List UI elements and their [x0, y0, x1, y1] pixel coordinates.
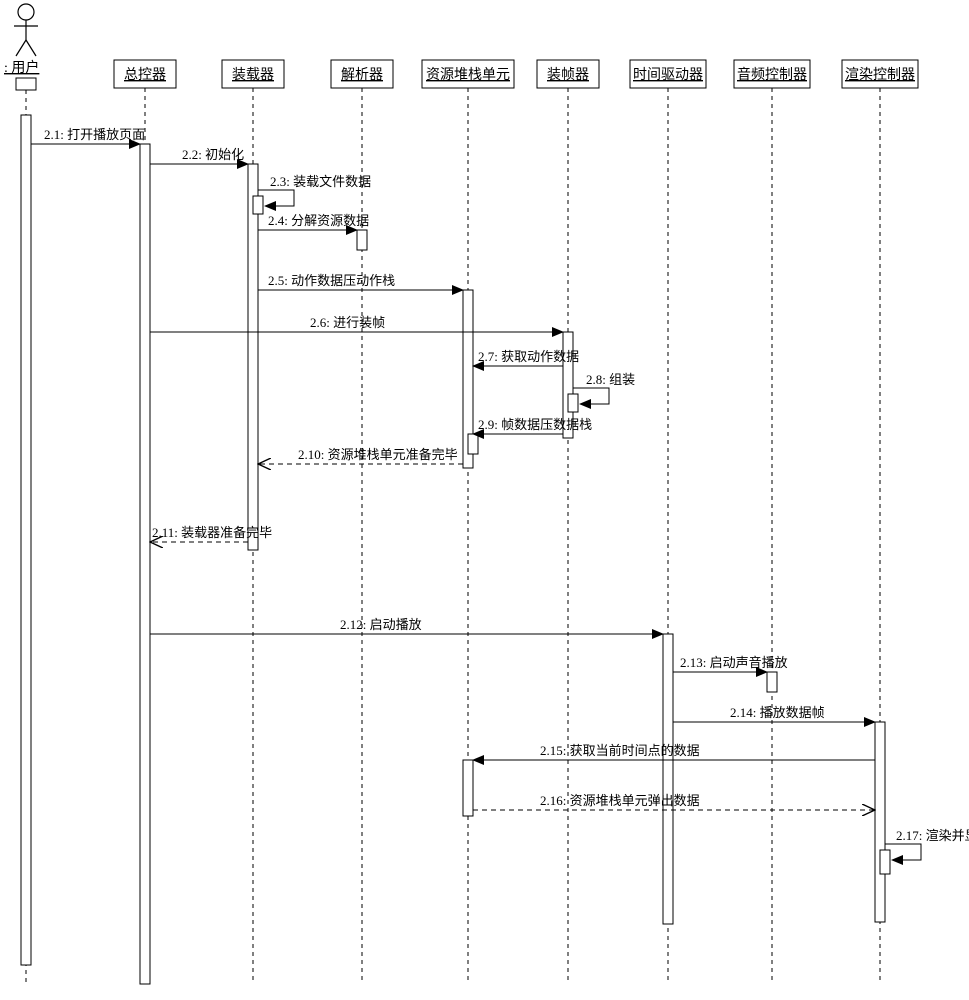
- activation-loader-3: [253, 196, 263, 214]
- participants-layer: : 用户 总控器 装载器 解析器 资源堆栈单元 装帧器 时间驱动器 音频控制器 渲染控制器: [4, 4, 918, 90]
- msg-label-2.14: 2.14: 播放数据帧: [730, 705, 825, 720]
- msg-label-2.8: 2.8: 组装: [586, 372, 635, 387]
- msg-label-2.3: 2.3: 装载文件数据: [270, 174, 371, 189]
- sequence-diagram: : 用户 总控器 装载器 解析器 资源堆栈单元 装帧器 时间驱动器 音频控制器 渲染控制器 2.…: [0, 0, 969, 1000]
- msg-label-2.17: 2.17: 渲染并显示: [896, 828, 969, 843]
- participant-label-loader: 装载器: [232, 67, 274, 83]
- activation-user-0: [21, 115, 31, 965]
- messages-layer: 2.1: 打开播放页面 2.2: 初始化 2.3: 装载文件数据 2.4: 分解资源数…: [31, 127, 969, 860]
- msg-label-2.12: 2.12: 启动播放: [340, 617, 422, 632]
- activation-render-11: [875, 722, 885, 922]
- msg-label-2.7: 2.7: 获取动作数据: [478, 349, 579, 364]
- activation-loader-2: [248, 164, 258, 550]
- msg-label-2.16: 2.16: 资源堆栈单元弹出数据: [540, 793, 700, 808]
- activation-timer-9: [663, 634, 673, 924]
- msg-label-2.9: 2.9: 帧数据压数据栈: [478, 417, 592, 432]
- msg-label-2.6: 2.6: 进行装帧: [310, 315, 385, 330]
- msg-label-2.1: 2.1: 打开播放页面: [44, 127, 145, 142]
- msg-label-2.5: 2.5: 动作数据压动作栈: [268, 273, 395, 288]
- actor-user: [14, 4, 38, 56]
- actor-headbox: [16, 78, 36, 90]
- participant-label: : 用户: [4, 59, 39, 76]
- participant-label-parser: 解析器: [341, 67, 383, 83]
- msg-label-2.11: 2.11: 装载器准备完毕: [152, 525, 272, 540]
- msg-label-2.15: 2.15: 获取当前时间点的数据: [540, 743, 700, 758]
- participant-label-audio: 音频控制器: [737, 66, 807, 83]
- participant-label-framer: 装帧器: [547, 67, 589, 83]
- msg-label-2.2: 2.2: 初始化: [182, 147, 244, 162]
- activation-parser-4: [357, 230, 367, 250]
- activation-render-13: [880, 850, 890, 874]
- participant-label-timer: 时间驱动器: [633, 67, 703, 83]
- activation-stack-8: [468, 434, 478, 454]
- activation-master-1: [140, 144, 150, 984]
- participant-label-master: 总控器: [124, 67, 166, 83]
- participant-label-stack: 资源堆栈单元: [426, 67, 510, 83]
- activation-stack-12: [463, 760, 473, 816]
- activation-audio-10: [767, 672, 777, 692]
- msg-label-2.10: 2.10: 资源堆栈单元准备完毕: [298, 447, 458, 462]
- participant-label-render: 渲染控制器: [845, 67, 915, 83]
- msg-label-2.4: 2.4: 分解资源数据: [268, 213, 369, 228]
- activations-layer: [21, 115, 890, 984]
- activation-framer-7: [568, 394, 578, 412]
- msg-label-2.13: 2.13: 启动声音播放: [680, 655, 788, 670]
